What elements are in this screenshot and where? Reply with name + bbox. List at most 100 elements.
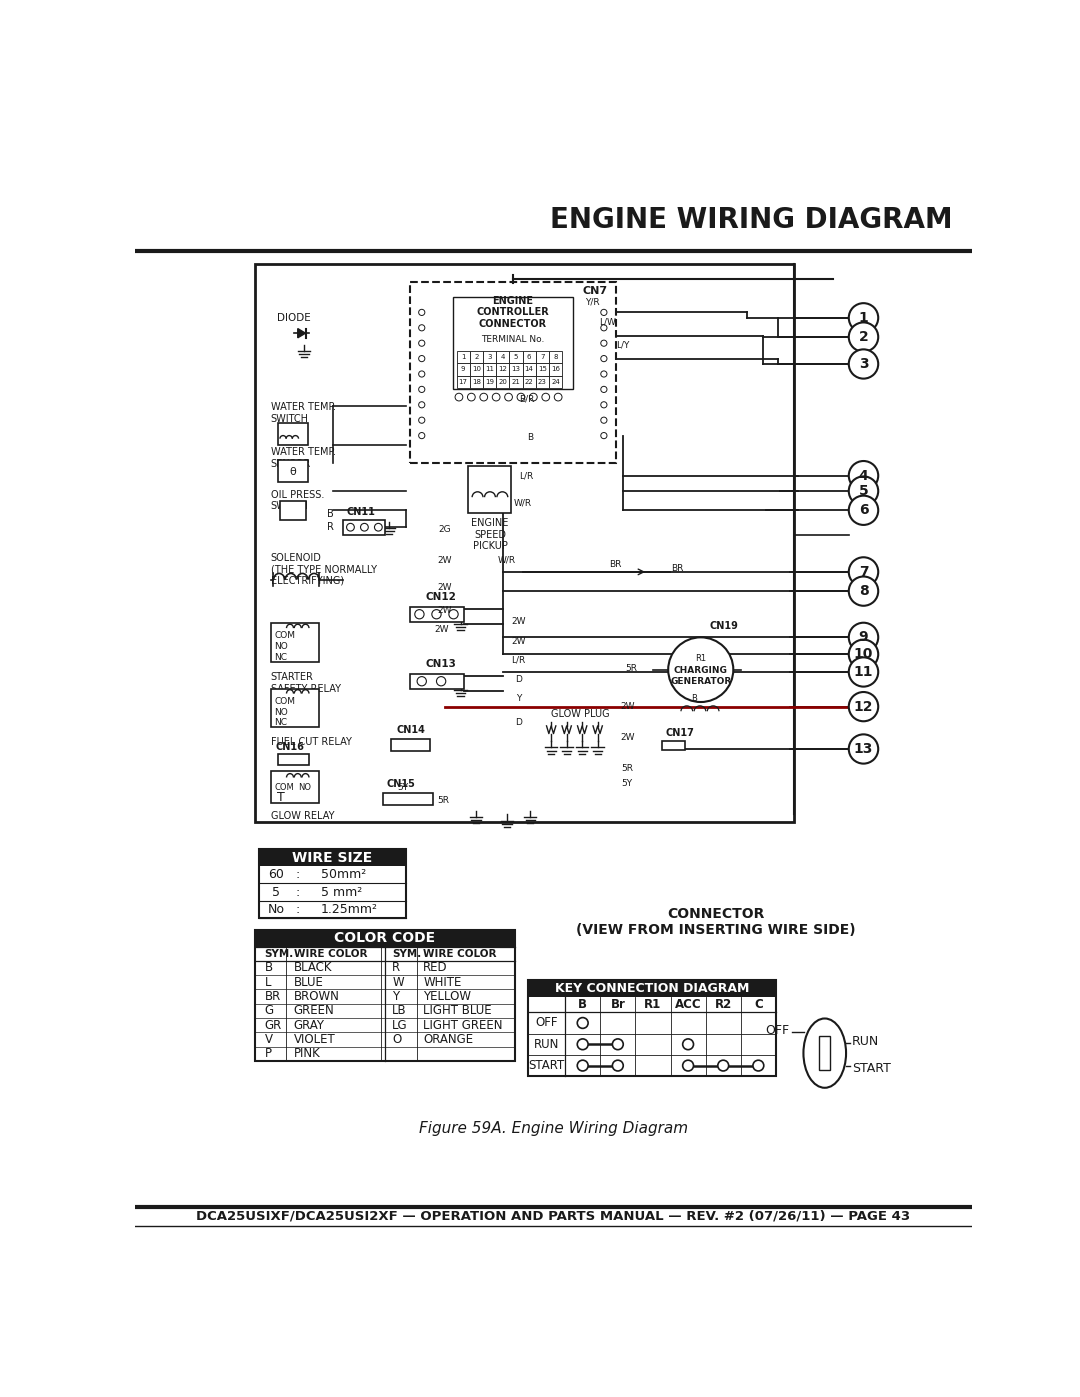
- Text: C: C: [754, 997, 762, 1011]
- Bar: [255, 930, 515, 1060]
- Text: 5: 5: [514, 353, 518, 360]
- Circle shape: [417, 676, 427, 686]
- Bar: [279, 460, 308, 482]
- Bar: [510, 351, 523, 363]
- Text: OFF: OFF: [536, 1017, 557, 1030]
- Text: 7: 7: [859, 564, 868, 578]
- Text: L: L: [265, 975, 271, 989]
- Text: KEY CONNECTION DIAGRAM: KEY CONNECTION DIAGRAM: [555, 982, 750, 995]
- Text: Y: Y: [516, 694, 522, 704]
- Bar: [470, 351, 483, 363]
- Text: 24: 24: [551, 379, 559, 384]
- Text: ENGINE WIRING DIAGRAM: ENGINE WIRING DIAGRAM: [550, 205, 953, 235]
- Bar: [528, 979, 775, 997]
- Circle shape: [419, 387, 424, 393]
- Text: 10: 10: [854, 647, 874, 661]
- Text: :: :: [296, 904, 300, 916]
- Text: FUEL CUT RELAY: FUEL CUT RELAY: [271, 738, 351, 747]
- Bar: [279, 754, 309, 766]
- Text: WHITE: WHITE: [423, 975, 461, 989]
- Text: 2W: 2W: [511, 617, 526, 626]
- Text: 5R: 5R: [625, 664, 637, 672]
- Text: 5R: 5R: [437, 796, 449, 805]
- Bar: [496, 363, 510, 376]
- Text: BROWN: BROWN: [294, 990, 340, 1003]
- Text: 2W: 2W: [511, 637, 526, 645]
- Bar: [410, 606, 464, 622]
- Text: No: No: [268, 904, 284, 916]
- Text: 5Y: 5Y: [396, 782, 408, 792]
- Circle shape: [849, 461, 878, 490]
- Text: Y: Y: [392, 990, 400, 1003]
- Text: 11: 11: [854, 665, 874, 679]
- Text: R2: R2: [715, 997, 732, 1011]
- Text: L/Y: L/Y: [617, 341, 630, 349]
- Text: COM: COM: [274, 697, 296, 705]
- Text: WIRE SIZE: WIRE SIZE: [293, 851, 373, 865]
- Bar: [457, 363, 470, 376]
- Text: GREEN: GREEN: [294, 1004, 335, 1017]
- Text: ACC: ACC: [675, 997, 701, 1011]
- Text: ENGINE
SPEED
PICKUP: ENGINE SPEED PICKUP: [471, 518, 509, 552]
- Text: L/W: L/W: [599, 317, 617, 326]
- Text: 2G: 2G: [438, 525, 451, 534]
- Circle shape: [849, 349, 878, 379]
- Bar: [549, 376, 562, 388]
- Text: 1.25mm²: 1.25mm²: [321, 904, 378, 916]
- Bar: [279, 423, 308, 444]
- Bar: [391, 739, 430, 752]
- Text: NO: NO: [298, 782, 311, 792]
- Text: BLUE: BLUE: [294, 975, 324, 989]
- Circle shape: [849, 640, 878, 669]
- Circle shape: [419, 433, 424, 439]
- Text: WATER TEMP.
SENSOR: WATER TEMP. SENSOR: [271, 447, 336, 469]
- Text: GLOW RELAY: GLOW RELAY: [271, 810, 334, 820]
- Text: CN15: CN15: [387, 778, 416, 789]
- Text: 5R: 5R: [621, 764, 633, 773]
- Text: CN19: CN19: [710, 620, 739, 631]
- Circle shape: [849, 623, 878, 652]
- Text: 16: 16: [551, 366, 559, 373]
- Text: Br: Br: [610, 997, 625, 1011]
- Text: COLOR CODE: COLOR CODE: [335, 932, 435, 946]
- Bar: [662, 740, 685, 750]
- Circle shape: [455, 393, 463, 401]
- Text: W: W: [392, 975, 404, 989]
- Text: SYM.: SYM.: [392, 949, 421, 958]
- Circle shape: [419, 418, 424, 423]
- Text: CN14: CN14: [397, 725, 426, 735]
- Bar: [483, 351, 496, 363]
- Text: D: D: [515, 675, 522, 685]
- Text: BR: BR: [265, 990, 281, 1003]
- Text: OIL PRESS.
SWITCH: OIL PRESS. SWITCH: [271, 489, 324, 511]
- Circle shape: [480, 393, 488, 401]
- Text: WATER TEMP.
SWITCH: WATER TEMP. SWITCH: [271, 402, 336, 425]
- Text: NO: NO: [274, 643, 288, 651]
- Bar: [469, 467, 511, 513]
- Circle shape: [600, 309, 607, 316]
- Bar: [549, 363, 562, 376]
- Text: 8: 8: [859, 584, 868, 598]
- Circle shape: [578, 1017, 589, 1028]
- Circle shape: [669, 637, 733, 703]
- Text: DCA25USIXF/DCA25USI2XF — OPERATION AND PARTS MANUAL — REV. #2 (07/26/11) — PAGE : DCA25USIXF/DCA25USI2XF — OPERATION AND P…: [197, 1210, 910, 1222]
- Bar: [820, 1037, 831, 1070]
- Text: 13: 13: [854, 742, 874, 756]
- Text: 8: 8: [553, 353, 557, 360]
- Text: GRAY: GRAY: [294, 1018, 325, 1031]
- Circle shape: [361, 524, 368, 531]
- Text: 5 mm²: 5 mm²: [321, 886, 362, 898]
- Text: ENGINE
CONTROLLER
CONNECTOR: ENGINE CONTROLLER CONNECTOR: [476, 296, 550, 330]
- Text: 12: 12: [498, 366, 508, 373]
- Circle shape: [375, 524, 382, 531]
- Text: YELLOW: YELLOW: [423, 990, 471, 1003]
- Text: CN13: CN13: [426, 659, 457, 669]
- Circle shape: [419, 309, 424, 316]
- Text: :: :: [296, 886, 300, 898]
- Text: 4: 4: [500, 353, 505, 360]
- Circle shape: [504, 393, 512, 401]
- Text: 9: 9: [859, 630, 868, 644]
- Bar: [523, 376, 536, 388]
- Text: GR: GR: [265, 1018, 282, 1031]
- Circle shape: [517, 393, 525, 401]
